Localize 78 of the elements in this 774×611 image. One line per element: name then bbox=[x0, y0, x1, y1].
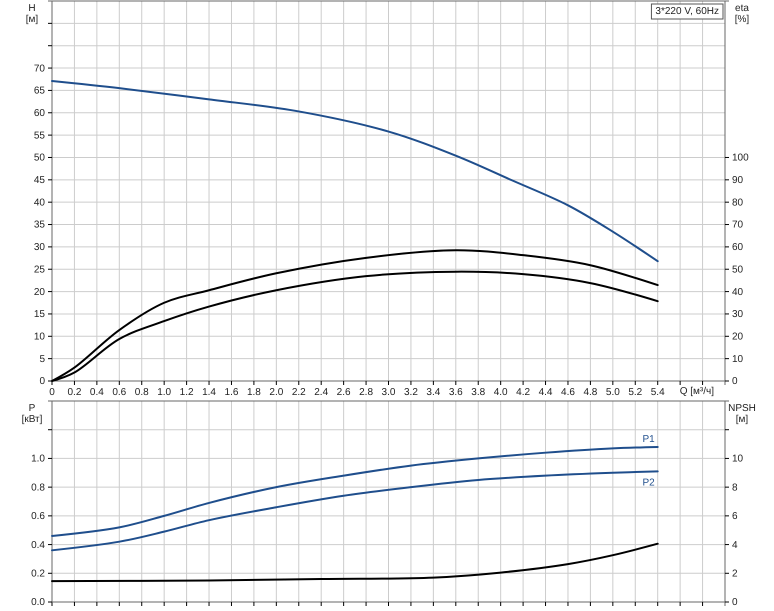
y2-tick-label: 60 bbox=[732, 242, 744, 254]
y-tick-label: 70 bbox=[34, 63, 46, 74]
x-tick-label: 1.0 bbox=[157, 387, 172, 398]
y2-tick-label: 100 bbox=[732, 152, 750, 164]
y2-tick-label: 2 bbox=[732, 568, 738, 580]
y-tick-label: 1.0 bbox=[31, 454, 46, 465]
y2-tick-label: 0 bbox=[732, 376, 738, 388]
y-tick-label: 0.2 bbox=[31, 568, 46, 580]
y2-tick-label: 20 bbox=[732, 331, 744, 342]
y2-axis-title: NPSH [м] bbox=[728, 403, 756, 425]
y-tick-label: 15 bbox=[34, 309, 46, 320]
y2-tick-label: 10 bbox=[732, 454, 744, 465]
line-series bbox=[51, 470, 659, 552]
x-tick-label: 0.4 bbox=[90, 387, 104, 398]
line-series bbox=[51, 80, 659, 262]
y-tick-label: 20 bbox=[34, 286, 46, 298]
line-series bbox=[51, 542, 659, 582]
x-tick-label: 4.8 bbox=[583, 387, 598, 398]
y-tick-label: 45 bbox=[34, 175, 46, 186]
y-tick-label: 0.4 bbox=[31, 540, 46, 551]
x-tick-label: 0.6 bbox=[112, 387, 127, 398]
x-tick-label: 5.2 bbox=[628, 387, 643, 398]
series-label: P1 bbox=[642, 434, 656, 445]
y2-tick-label: 0 bbox=[732, 597, 738, 608]
y-tick-label: 0 bbox=[39, 376, 46, 388]
y-tick-label: 0.0 bbox=[31, 597, 46, 608]
y-tick-label: 40 bbox=[34, 197, 46, 208]
y2-tick-label: 10 bbox=[732, 354, 744, 365]
y2-tick-label: 90 bbox=[732, 175, 744, 186]
y2-tick-label: 8 bbox=[732, 482, 738, 494]
x-tick-label: 3.0 bbox=[382, 387, 396, 398]
y-axis-title: H [м] bbox=[26, 3, 38, 25]
x-tick-label: 4.6 bbox=[561, 387, 576, 398]
x-tick-label: 2.4 bbox=[314, 387, 329, 398]
y-tick-label: 0.8 bbox=[31, 482, 46, 494]
x-tick-label: 0.8 bbox=[134, 387, 150, 398]
y-tick-label: 0.6 bbox=[31, 511, 46, 522]
y2-tick-label: 50 bbox=[732, 264, 744, 276]
x-tick-label: 5.4 bbox=[650, 387, 666, 398]
x-axis-title: Q [м³/ч] bbox=[680, 386, 714, 397]
x-tick-label: 4.0 bbox=[494, 387, 508, 398]
x-tick-label: 2.0 bbox=[269, 387, 284, 398]
y-tick-label: 30 bbox=[34, 242, 46, 254]
y2-tick-label: 30 bbox=[732, 309, 744, 320]
y-axis-title: P [кВт] bbox=[22, 403, 43, 425]
x-tick-label: 2.8 bbox=[359, 387, 374, 398]
x-tick-label: 1.4 bbox=[202, 387, 216, 398]
x-tick-label: 0 bbox=[49, 387, 56, 398]
y-tick-label: 35 bbox=[34, 220, 46, 231]
x-tick-label: 4.4 bbox=[538, 387, 553, 398]
y-tick-label: 5 bbox=[39, 354, 46, 365]
x-tick-label: 5.0 bbox=[606, 387, 620, 398]
y-tick-label: 55 bbox=[34, 130, 46, 142]
x-tick-label: 3.8 bbox=[471, 387, 486, 398]
series-label: P2 bbox=[642, 477, 656, 488]
x-tick-label: 4.2 bbox=[516, 387, 530, 398]
y2-axis-title: eta [%] bbox=[734, 3, 750, 25]
y2-tick-label: 6 bbox=[732, 511, 738, 522]
y2-tick-label: 70 bbox=[732, 220, 744, 231]
y-tick-label: 50 bbox=[34, 152, 46, 164]
x-tick-label: 3.6 bbox=[448, 387, 464, 398]
x-tick-label: 0.2 bbox=[67, 387, 82, 398]
x-tick-label: 2.2 bbox=[292, 387, 306, 398]
y-tick-label: 60 bbox=[34, 108, 46, 119]
y2-tick-label: 4 bbox=[732, 540, 738, 551]
y2-tick-label: 80 bbox=[732, 197, 744, 208]
x-tick-label: 1.6 bbox=[224, 387, 239, 398]
x-tick-label: 3.4 bbox=[426, 387, 441, 398]
y2-tick-label: 40 bbox=[732, 286, 744, 298]
y-tick-label: 10 bbox=[34, 331, 46, 342]
annotation: 3*220 V, 60Hz bbox=[655, 6, 719, 17]
y-tick-label: 25 bbox=[34, 264, 46, 276]
line-series bbox=[51, 446, 659, 537]
y-tick-label: 65 bbox=[34, 86, 46, 97]
x-tick-label: 1.8 bbox=[246, 387, 262, 398]
x-tick-label: 2.6 bbox=[336, 387, 352, 398]
x-tick-label: 1.2 bbox=[180, 387, 194, 398]
x-tick-label: 3.2 bbox=[404, 387, 418, 398]
